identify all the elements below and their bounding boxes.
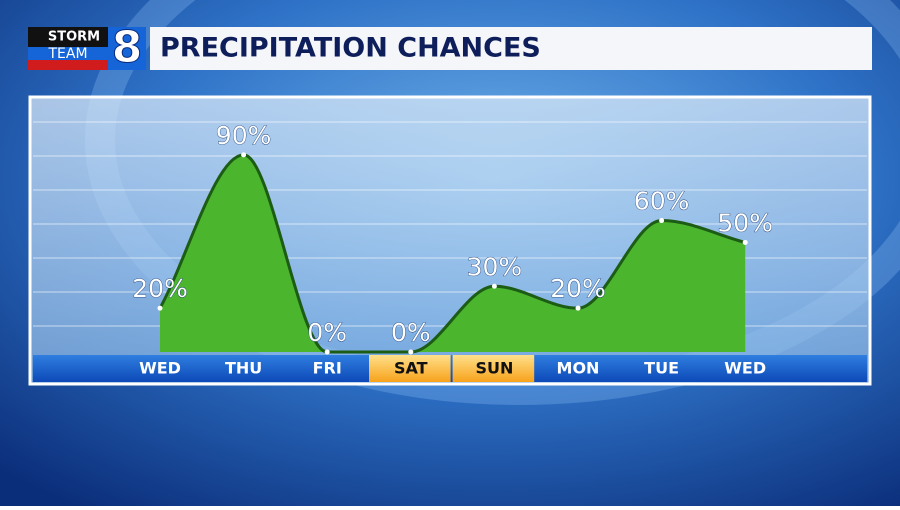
plot: WED THU FRI SAT SUN MON TUE WED 20% 90% 0% 0% 30% 20%…	[132, 120, 773, 382]
chart-title: PRECIPITATION CHANCES	[160, 33, 541, 64]
logo-team: TEAM	[47, 46, 87, 62]
x-tick-label: TUE	[644, 359, 679, 378]
category-highlight	[452, 355, 535, 382]
value-label: 90%	[216, 121, 272, 150]
category-highlight	[369, 355, 451, 382]
point	[491, 283, 497, 289]
x-tick-label: WED	[139, 359, 181, 378]
value-label: 30%	[467, 252, 523, 281]
value-label: 20%	[550, 274, 606, 303]
x-tick-label: SUN	[475, 359, 513, 378]
x-tick-label: WED	[724, 359, 766, 378]
value-label: 20%	[132, 274, 188, 303]
point	[659, 218, 665, 224]
value-label: 0%	[307, 318, 347, 347]
logo-bottom	[28, 60, 108, 70]
point	[408, 349, 414, 355]
point	[324, 349, 330, 355]
logo-mid	[28, 47, 108, 60]
logo-storm: STORM	[48, 30, 100, 45]
logo-number: 8	[112, 22, 143, 73]
area	[160, 154, 746, 352]
point	[241, 152, 247, 158]
x-tick-label: MON	[557, 359, 600, 378]
point	[742, 239, 748, 245]
point	[157, 305, 163, 311]
title-bar	[150, 27, 872, 70]
value-label: 50%	[717, 208, 773, 237]
x-tick-label: FRI	[313, 359, 342, 378]
value-label: 0%	[391, 318, 431, 347]
logo-8-box	[108, 27, 146, 70]
logo-top	[28, 27, 108, 47]
x-tick-label: THU	[225, 359, 262, 378]
x-tick-label: SAT	[394, 359, 428, 378]
value-label: 60%	[634, 187, 690, 216]
point	[575, 305, 581, 311]
